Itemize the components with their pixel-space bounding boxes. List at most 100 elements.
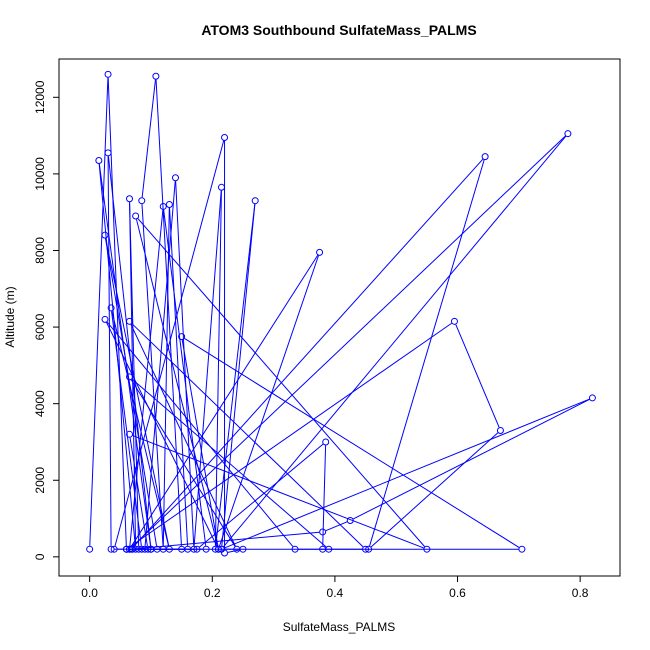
data-point [122,545,130,553]
series-line-segment [163,209,207,546]
data-point [319,528,327,536]
data-point [316,248,324,256]
data-point [564,130,572,138]
data-point [217,545,225,553]
series-line-segment [106,321,294,547]
data-point [217,183,225,191]
series-line-segment [325,521,348,532]
series-line-segment [175,181,195,546]
data-point [101,231,109,239]
data-point [127,545,135,553]
data-point [95,156,103,164]
data-point [346,516,354,524]
series-line-segment [111,311,170,547]
data-point [193,545,201,553]
data-point [126,317,134,325]
data-point [132,212,140,220]
series-line-segment [105,238,170,546]
data-point [322,438,330,446]
data-point [214,545,222,553]
data-point [518,545,526,553]
x-tick-label: 0.6 [449,586,466,600]
y-tick-label: 12000 [33,80,47,114]
data-point [138,197,146,205]
data-point [291,545,299,553]
x-axis-label: SulfateMass_PALMS [283,620,396,634]
data-point [126,195,134,203]
series-line-segment [223,135,567,547]
series-line-segment [369,159,485,547]
series-line-segment [214,190,222,546]
data-point [233,545,241,553]
series-line-segment [135,219,219,547]
data-point [126,430,134,438]
data-point [221,134,229,142]
series-line-segment [184,338,520,548]
data-point [202,545,210,553]
data-point [86,545,94,553]
data-point [481,153,489,161]
series-line-segment [131,135,566,548]
data-point [104,70,112,78]
series-line-segment [141,204,164,546]
data-point [190,545,198,553]
series-line-segment [130,254,319,547]
series-line-segment [221,204,256,546]
data-point [165,201,173,209]
series-line-segment [107,156,152,546]
series-line-segment [128,322,452,548]
data-point [144,545,152,553]
y-axis-label: Altitude (m) [3,286,17,347]
data-point [450,317,458,325]
series-line-segment [141,79,156,198]
data-point [153,545,161,553]
series-line-segment [129,209,164,546]
series-line-segment [155,79,182,546]
data-point [107,304,115,312]
x-tick-label: 0.4 [327,586,344,600]
data-point [110,545,118,553]
data-point [423,545,431,553]
series-line-segment [131,378,327,548]
data-point [362,545,370,553]
data-point [126,373,134,381]
x-tick-label: 0.0 [81,586,98,600]
series-line-segment [129,437,148,546]
y-tick-label: 8000 [33,237,47,264]
data-point [107,545,115,553]
series-line-segment [199,443,324,548]
data-point [178,333,186,341]
y-tick-label: 6000 [33,313,47,340]
x-axis: 0.0 0.2 0.4 0.6 0.8 [81,575,589,600]
data-point [221,549,229,557]
series-line-segment [215,204,256,546]
series-line-segment [131,323,364,548]
y-tick-label: 0 [33,553,47,560]
series-line-segment [111,311,142,546]
data-point [165,545,173,553]
y-axis: 0 2000 4000 6000 8000 10000 12000 [33,80,60,560]
data-point [588,394,596,402]
y-tick-label: 2000 [33,467,47,494]
series-layer [86,70,596,557]
series-line-segment [353,399,590,520]
series-line-segment [455,324,500,428]
y-tick-label: 4000 [33,390,47,417]
data-point [365,545,373,553]
series-line-segment [224,398,590,549]
data-point [251,197,259,205]
series-line-segment [129,202,137,546]
series-line-segment [181,339,219,546]
data-point [152,72,160,80]
series-line-segment [370,432,499,548]
x-tick-label: 0.8 [572,586,589,600]
data-point [159,202,167,210]
series-line-segment [133,158,484,548]
x-tick-label: 0.2 [204,586,221,600]
data-point [325,545,333,553]
data-point [496,426,504,434]
series-line-segment [129,202,140,546]
data-point [135,545,143,553]
series-line-segment [107,156,112,546]
